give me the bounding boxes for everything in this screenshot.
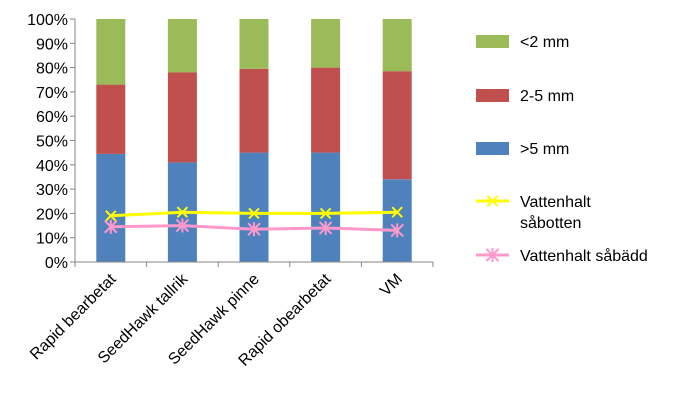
y-tick-label: 90% [36, 36, 68, 53]
y-tick-label: 100% [27, 12, 68, 29]
x-marker [176, 206, 189, 218]
y-tick-label: 70% [36, 85, 68, 102]
bar-segment [96, 84, 126, 154]
x-marker [319, 207, 332, 220]
bar-segment [96, 153, 126, 262]
y-tick-label: 0% [45, 255, 68, 272]
y-tick-label: 10% [36, 231, 68, 248]
bar-segment [167, 19, 197, 73]
x-marker [391, 206, 403, 218]
y-tick-label: 60% [36, 109, 68, 126]
bar-segment [382, 19, 412, 72]
legend-label: <2 mm [520, 34, 569, 51]
bar-segment [311, 67, 341, 153]
x-marker [248, 207, 260, 220]
legend: <2 mm 2-5 mm >5 mm Vattenhalt såbotten Vatten… [476, 34, 648, 265]
y-axis: 0% 10% 20% 30% 40% 50% 60% 70% 80% 90% 100% [27, 12, 76, 272]
legend-label: Vattenhalt såbädd [520, 247, 648, 265]
y-tick-label: 50% [36, 134, 68, 151]
y-tick-label: 20% [36, 206, 68, 223]
legend-swatch [476, 89, 509, 102]
y-tick-label: 40% [36, 158, 68, 175]
x-marker [105, 210, 117, 222]
bar-segment [96, 19, 126, 85]
bar-segment [239, 68, 269, 153]
bar-segment [311, 19, 341, 68]
bar-segment [239, 152, 269, 262]
bar-segment [167, 72, 197, 163]
plot-area [96, 19, 412, 262]
bar-segment [239, 19, 269, 69]
x-tick-label: VM [377, 271, 406, 300]
legend-swatch [476, 35, 509, 48]
legend-label: såbotten [520, 214, 581, 232]
legend-label: 2-5 mm [520, 88, 574, 105]
bar-segment [311, 152, 341, 262]
legend-label: Vattenhalt [520, 194, 591, 211]
x-marker [486, 195, 499, 207]
legend-label: >5 mm [520, 141, 569, 158]
bar-segment [382, 71, 412, 180]
y-tick-label: 30% [36, 182, 68, 199]
legend-swatch [476, 142, 509, 155]
y-tick-label: 80% [36, 61, 68, 78]
bar-segment [382, 179, 412, 262]
